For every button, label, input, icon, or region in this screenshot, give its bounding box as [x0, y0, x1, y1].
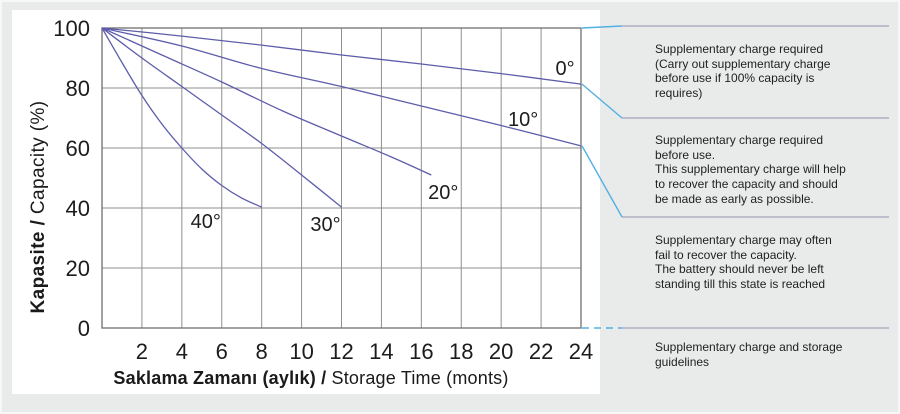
curve-label-20deg: 20°	[428, 182, 458, 204]
x-tick-label: 20	[489, 339, 513, 364]
annotation-line: requires)	[655, 86, 703, 101]
leader-line	[581, 25, 623, 29]
annotation-line: This supplementary charge will help	[655, 162, 846, 177]
y-tick-label: 60	[66, 136, 90, 161]
annotation-line: be made as early as possible.	[655, 191, 814, 206]
y-axis-title: Kapasite / Capacity (%)	[28, 47, 52, 367]
annotation-line: fail to recover the capacity.	[655, 247, 797, 262]
annotation-line: The battery should never be left	[655, 262, 824, 277]
annotation-block: Supplementary charge and storage guidelin…	[655, 340, 895, 369]
temperature-curve-0deg	[101, 27, 582, 85]
temperature-curve-40deg	[101, 27, 262, 208]
annotation-line: guidelines	[655, 354, 710, 369]
curve-label-0deg: 0°	[555, 58, 574, 80]
x-tick-label: 14	[369, 339, 393, 364]
annotation-line: (Carry out supplementary charge	[655, 56, 831, 71]
annotation-line: to recover the capacity and should	[655, 177, 838, 192]
annotation-line: standing till this state is reached	[655, 277, 826, 292]
x-tick-label: 22	[529, 339, 553, 364]
y-axis-title-regular: Capacity (%)	[28, 100, 49, 215]
x-axis-title-regular: Storage Time (monts)	[331, 368, 509, 388]
temperature-curve-20deg	[101, 27, 432, 176]
curve-label-30deg: 30°	[310, 214, 340, 236]
temperature-curve-30deg	[101, 27, 342, 208]
leader-line	[581, 145, 623, 218]
x-tick-label: 4	[176, 339, 188, 364]
annotation-line: before use if 100% capacity is	[655, 71, 815, 86]
x-tick-label: 24	[569, 339, 593, 364]
y-tick-label: 100	[53, 16, 90, 41]
curve-label-10deg: 10°	[508, 109, 538, 131]
leader-line	[581, 83, 623, 119]
y-tick-label: 40	[66, 196, 90, 221]
y-tick-label: 20	[66, 256, 90, 281]
annotation-block: Supplementary charge required (Carry out …	[655, 42, 895, 101]
x-tick-label: 8	[256, 339, 268, 364]
y-tick-label: 0	[78, 316, 90, 341]
x-tick-label: 12	[329, 339, 353, 364]
annotation-block: Supplementary charge required before use.…	[655, 133, 895, 207]
annotation-line: Supplementary charge may often	[655, 233, 832, 247]
x-tick-label: 10	[289, 339, 313, 364]
x-tick-label: 2	[136, 339, 148, 364]
plot-border	[101, 27, 582, 329]
y-axis-title-bold: Kapasite /	[28, 214, 49, 314]
annotation-block: Supplementary charge may often fail to re…	[655, 233, 895, 292]
x-tick-label: 16	[409, 339, 433, 364]
curve-label-40deg: 40°	[191, 211, 221, 233]
annotation-line: Supplementary charge and storage	[655, 340, 843, 354]
x-axis-title-bold: Saklama Zamanı (aylık) /	[113, 368, 332, 388]
x-axis-title: Saklama Zamanı (aylık) / Storage Time (m…	[61, 368, 561, 389]
x-tick-label: 6	[216, 339, 228, 364]
annotation-line: Supplementary charge required	[655, 42, 824, 56]
x-tick-label: 18	[449, 339, 473, 364]
y-tick-label: 80	[66, 76, 90, 101]
annotation-line: before use.	[655, 147, 716, 162]
temperature-curve-10deg	[101, 27, 582, 147]
annotation-line: Supplementary charge required	[655, 133, 824, 147]
